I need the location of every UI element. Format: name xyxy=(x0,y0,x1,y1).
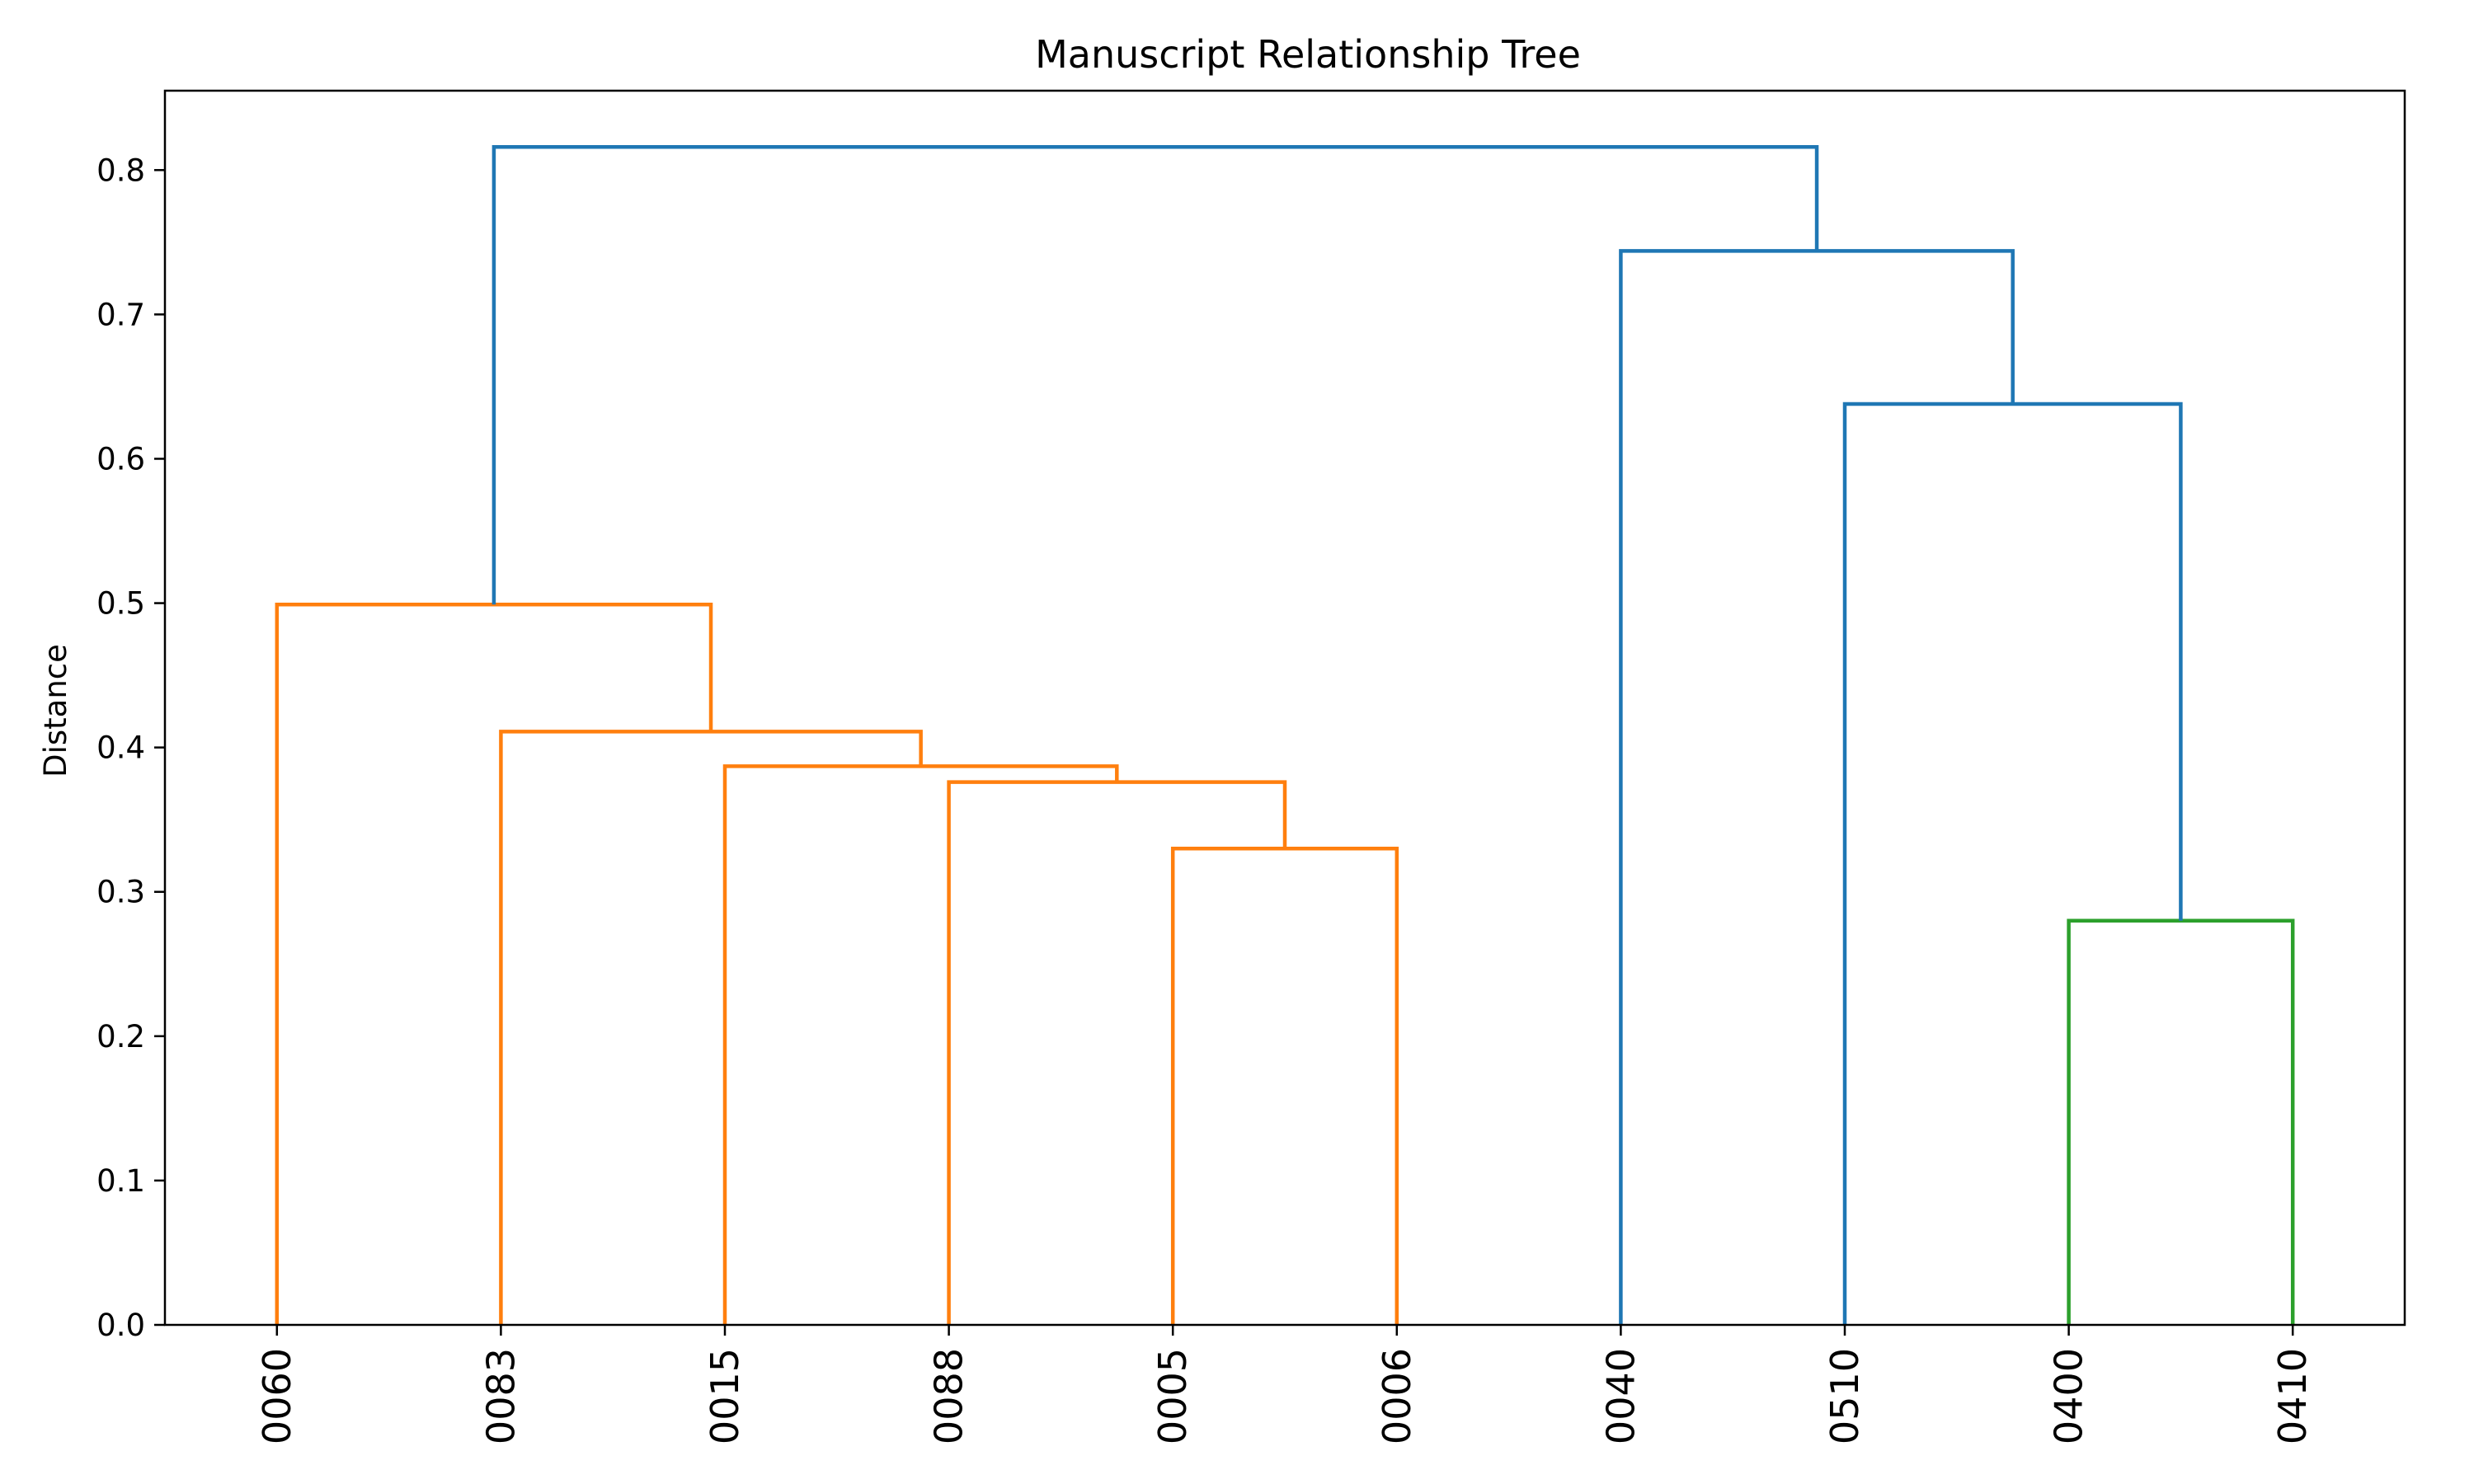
dendrogram-link-1 xyxy=(1170,846,1399,1325)
leaf-label-0410: 0410 xyxy=(2270,1348,2315,1444)
leaf-label-0400: 0400 xyxy=(2047,1348,2091,1444)
leaf-label-0006: 0006 xyxy=(1375,1348,1419,1444)
leaf-label-0083: 0083 xyxy=(478,1348,523,1444)
dendrogram-links xyxy=(275,145,2295,1325)
y-axis-label: Distance xyxy=(38,644,73,777)
y-tick-label: 0.7 xyxy=(96,297,145,332)
dendrogram-link-6 xyxy=(2067,918,2295,1325)
dendrogram-link-5 xyxy=(275,603,713,1325)
y-tick-label: 0.5 xyxy=(96,586,145,622)
y-tick-label: 0.8 xyxy=(96,153,145,188)
dendrogram-link-8 xyxy=(1619,249,2015,1325)
y-tick-label: 0.6 xyxy=(96,441,145,477)
leaf-label-0040: 0040 xyxy=(1598,1348,1643,1444)
y-tick-label: 0.2 xyxy=(96,1019,145,1054)
leaf-label-0088: 0088 xyxy=(927,1348,971,1444)
leaf-label-0510: 0510 xyxy=(1823,1348,1867,1444)
leaf-label-0005: 0005 xyxy=(1150,1348,1195,1444)
y-tick-label: 0.4 xyxy=(96,730,145,766)
leaf-label-0060: 0060 xyxy=(255,1348,299,1444)
leaf-label-0015: 0015 xyxy=(703,1348,747,1444)
dendrogram-link-7 xyxy=(1842,402,2183,1325)
y-tick-label: 0.1 xyxy=(96,1163,145,1199)
y-axis: 0.0 0.1 0.2 0.3 0.4 0.5 0.6 0.7 0.8 xyxy=(96,153,165,1343)
dendrogram-link-9 xyxy=(492,145,1819,605)
dendrogram-link-3 xyxy=(722,764,1119,1325)
y-tick-label: 0.3 xyxy=(96,875,145,910)
chart-title: Manuscript Relationship Tree xyxy=(1035,32,1581,77)
x-axis: 0060 0083 0015 0088 0005 0006 0040 0510 0400 0410 xyxy=(255,1325,2315,1444)
plot-frame xyxy=(163,89,2406,1327)
dendrogram-link-4 xyxy=(499,730,923,1325)
dendrogram-link-2 xyxy=(947,780,1287,1325)
y-tick-label: 0.0 xyxy=(96,1308,145,1343)
